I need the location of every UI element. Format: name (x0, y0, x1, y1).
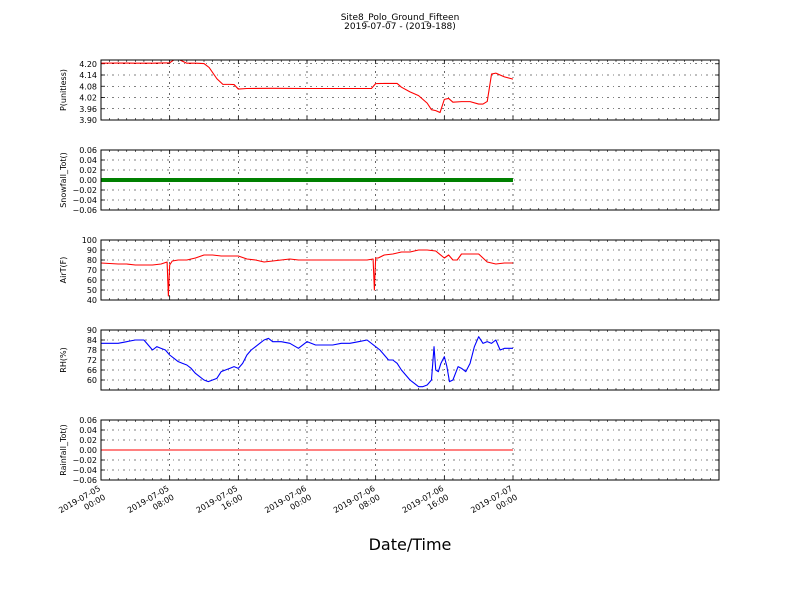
y-axis-label: AirT(F) (59, 257, 68, 284)
y-tick-label: 4.08 (79, 82, 97, 91)
y-tick-label: 0.04 (79, 426, 97, 435)
y-tick-label: 0.00 (79, 176, 97, 185)
panel-frame (100, 419, 720, 481)
panel-frame (100, 239, 720, 301)
y-tick-label: 60 (87, 276, 97, 285)
y-tick-label: 100 (82, 236, 97, 245)
y-tick-label: −0.06 (72, 206, 97, 215)
y-tick-label: 90 (87, 326, 97, 335)
figure-subtitle: 2019-07-07 - (2019-188) (344, 22, 456, 32)
panel-5: 0.060.040.020.00−0.02−0.04−0.06 Rainfall_… (59, 416, 720, 485)
y-tick-label: 60 (87, 376, 97, 385)
y-tick-label: 0.04 (79, 156, 97, 165)
panel-frame (100, 59, 720, 121)
y-tick-label: 0.02 (79, 166, 97, 175)
y-axis-label: RH(%) (59, 347, 68, 372)
y-tick-label: −0.06 (72, 476, 97, 485)
panel-1: 4.20 4.14 4.08 4.02 3.96 3.90 P(unitless) (59, 59, 720, 125)
y-tick-label: 66 (87, 366, 97, 375)
series-line-1-1 (101, 60, 514, 114)
y-tick-label: 0.00 (79, 446, 97, 455)
y-tick-label: 3.90 (79, 116, 97, 125)
series-line-4-1 (101, 336, 513, 388)
y-axis-label: Snowfall_Tot() (59, 152, 68, 208)
y-tick-label: 90 (87, 246, 97, 255)
panel-frame (100, 329, 720, 391)
y-tick-label: 4.02 (79, 94, 97, 103)
y-axis-label: P(unitless) (59, 69, 68, 111)
y-tick-label: 4.20 (79, 60, 97, 69)
y-tick-label: 40 (87, 296, 97, 305)
figure-title: Site8_Polo_Ground_Fifteen (341, 13, 460, 23)
y-tick-label: −0.02 (72, 456, 97, 465)
y-tick-label: −0.02 (72, 186, 97, 195)
y-tick-label: 3.96 (79, 105, 97, 114)
y-tick-label: −0.04 (72, 466, 97, 475)
y-tick-label: 70 (87, 266, 97, 275)
y-tick-label: −0.04 (72, 196, 97, 205)
y-tick-label: 0.02 (79, 436, 97, 445)
panel-2: 0.060.040.020.00−0.02−0.04−0.06 Snowfall_… (59, 146, 720, 215)
y-tick-label: 78 (87, 346, 97, 355)
series-line-3-1 (101, 249, 513, 297)
y-tick-label: 0.06 (79, 416, 97, 425)
y-tick-label: 50 (87, 286, 97, 295)
x-axis-label: Date/Time (369, 535, 452, 554)
y-tick-label: 0.06 (79, 146, 97, 155)
y-tick-label: 80 (87, 256, 97, 265)
y-tick-label: 4.14 (79, 71, 97, 80)
y-tick-label: 84 (87, 336, 97, 345)
y-tick-label: 72 (87, 356, 97, 365)
panel-frame (100, 149, 720, 211)
panels: 4.204.144.084.023.963.90P(unitless)0.060… (59, 59, 720, 485)
y-axis-label: Rainfall_Tot() (59, 424, 68, 476)
